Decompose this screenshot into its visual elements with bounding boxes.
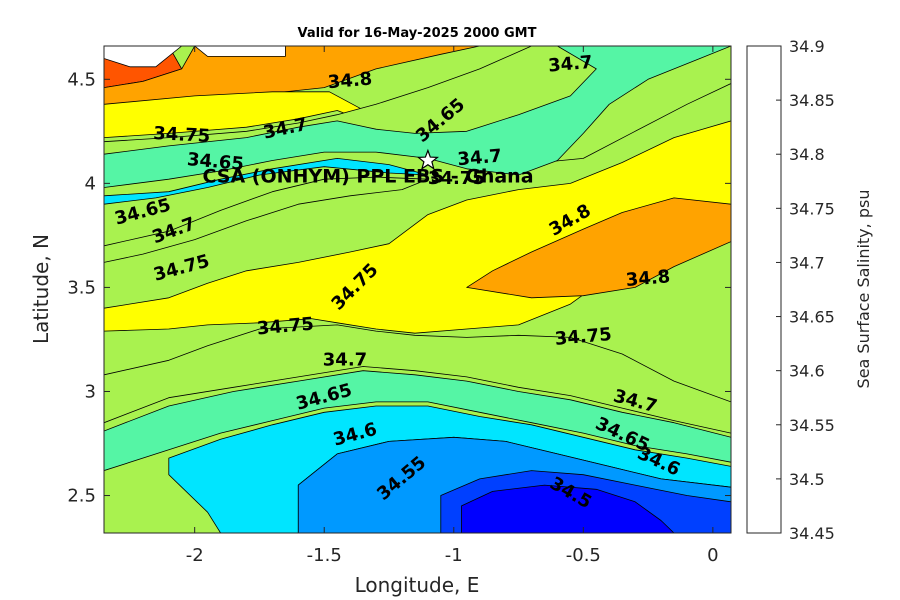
contour-label: 34.8 [625,266,671,291]
contour-band-34-65 [104,46,731,188]
contour-label: 34.75 [554,324,613,350]
colorbar-tick-label: 34.85 [789,91,835,110]
colorbar-tick-label: 34.6 [789,362,825,381]
x-axis-title: Longitude, E [355,573,480,597]
colorbar-tick-label: 34.55 [789,416,835,435]
contour-label: 34.75 [428,168,485,189]
colorbar-tick-label: 34.75 [789,199,835,218]
x-axis: -2 -1.5 -1 -0.5 0 [186,46,719,566]
contour-bands [104,46,731,533]
site-marker-group: CSA (ONHYM) PPL EBS - Ghana [203,148,534,188]
x-tick-label: -1 [445,545,463,566]
contour-band-34-7 [104,176,429,263]
y-tick-label: 4.5 [67,69,96,90]
colorbar-tick-label: 34.45 [789,524,835,543]
colorbar-title: Sea Surface Salinity, psu [854,190,873,389]
x-tick-label: -1.5 [307,545,342,566]
colorbar-tick-label: 34.7 [789,253,825,272]
contour-band-34-6 [104,157,429,205]
y-tick-label: 3.5 [67,277,96,298]
contour-label: 34.7 [457,146,503,171]
x-tick-label: 0 [707,545,718,566]
contour-label: 34.65 [186,149,245,175]
contour-label: 34.7 [547,52,593,77]
y-tick-label: 2.5 [67,486,96,507]
x-tick-label: -2 [186,545,204,566]
contour-band-34-7 [104,324,731,434]
y-tick-label: 4 [85,173,96,194]
colorbar-tick-label: 34.65 [789,308,835,327]
y-tick-label: 3 [85,381,96,402]
contour-label: 34.8 [327,69,373,94]
x-tick-label: -0.5 [566,545,601,566]
y-axis: 2.5 3 3.5 4 4.5 [67,69,731,507]
colorbar: 34.45 34.5 34.55 34.6 34.65 34.7 34.75 34.8 34.8… [746,37,835,543]
contour-label: 34.7 [323,349,367,370]
colorbar-tick-label: 34.9 [789,37,825,56]
plot-frame [103,45,732,534]
contour-band-34-8 [466,197,731,299]
site-star-icon [416,148,440,170]
contour-band-34-45 [194,46,286,57]
contour-band-34-45 [461,484,675,533]
chart-title: Valid for 16-May-2025 2000 GMT [298,26,537,41]
contour-label: 34.75 [256,314,315,340]
y-axis-title: Latitude, N [29,234,53,344]
contour-label: 34.75 [153,123,211,147]
contour-band-34-45 [104,46,183,68]
contour-band-34-65 [104,370,731,472]
site-label: CSA (ONHYM) PPL EBS - Ghana [203,166,534,188]
colorbar-tick-label: 34.8 [789,145,825,164]
colorbar-tick-label: 34.5 [789,470,825,489]
colorbar-frame [746,45,782,534]
